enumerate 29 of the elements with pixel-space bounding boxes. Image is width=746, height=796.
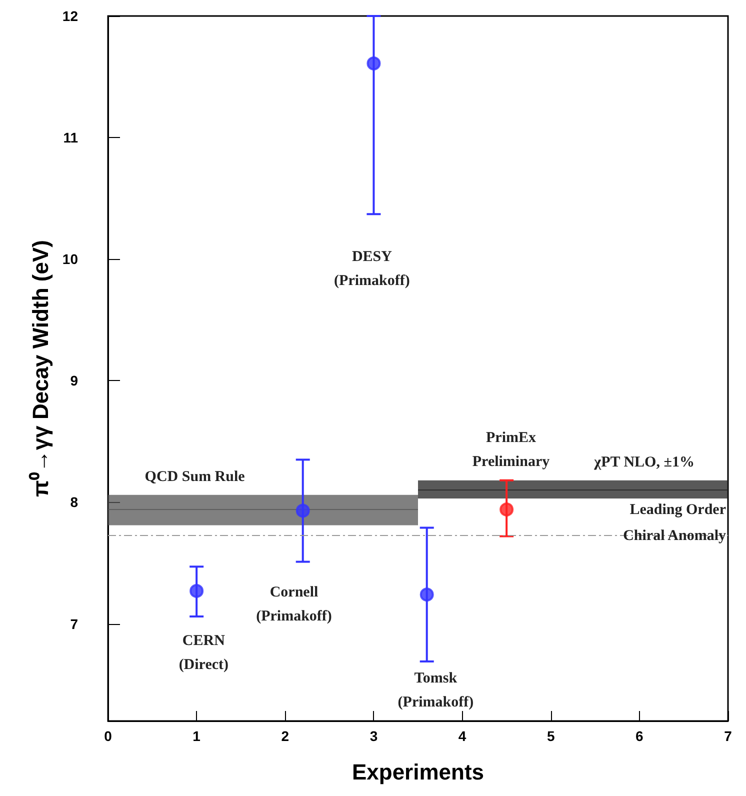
series-label: χPT NLO, ±1% [593, 454, 694, 470]
y-axis-title: π⁰→γγ Decay Width (eV) [28, 240, 54, 497]
y-tick-label: 10 [62, 251, 78, 268]
annotation: Tomsk (Primakoff) [398, 670, 474, 711]
point [296, 504, 310, 518]
x-tick-label: 1 [192, 728, 201, 744]
ref-line-label: Leading Order Chiral Anomaly [623, 502, 726, 544]
y-tick-label: 12 [62, 8, 78, 24]
y-tick-label: 7 [70, 616, 78, 632]
x-tick-label: 3 [370, 728, 378, 744]
x-tick-label: 7 [724, 728, 732, 744]
x-tick-label: 6 [636, 728, 644, 744]
x-axis-title: Experiments [352, 760, 484, 784]
y-tick-label: 11 [63, 130, 78, 146]
y-tick-label: 8 [70, 494, 78, 510]
x-tick-label: 0 [104, 728, 112, 744]
x-tick-label: 2 [281, 728, 290, 744]
x-tick-label: 4 [458, 728, 466, 744]
annotation: Cornell (Primakoff) [256, 584, 332, 624]
annotation: CERN (Direct) [178, 632, 229, 673]
y-tick-label: 9 [70, 372, 78, 389]
x-tick-label: 5 [546, 728, 555, 744]
point [190, 584, 204, 598]
series-label: QCD Sum Rule [144, 468, 246, 485]
point [420, 588, 434, 602]
annotation: PrimEx Preliminary [472, 430, 550, 470]
point [500, 502, 514, 516]
point [366, 56, 381, 70]
annotation: DESY (Primakoff) [334, 248, 410, 289]
